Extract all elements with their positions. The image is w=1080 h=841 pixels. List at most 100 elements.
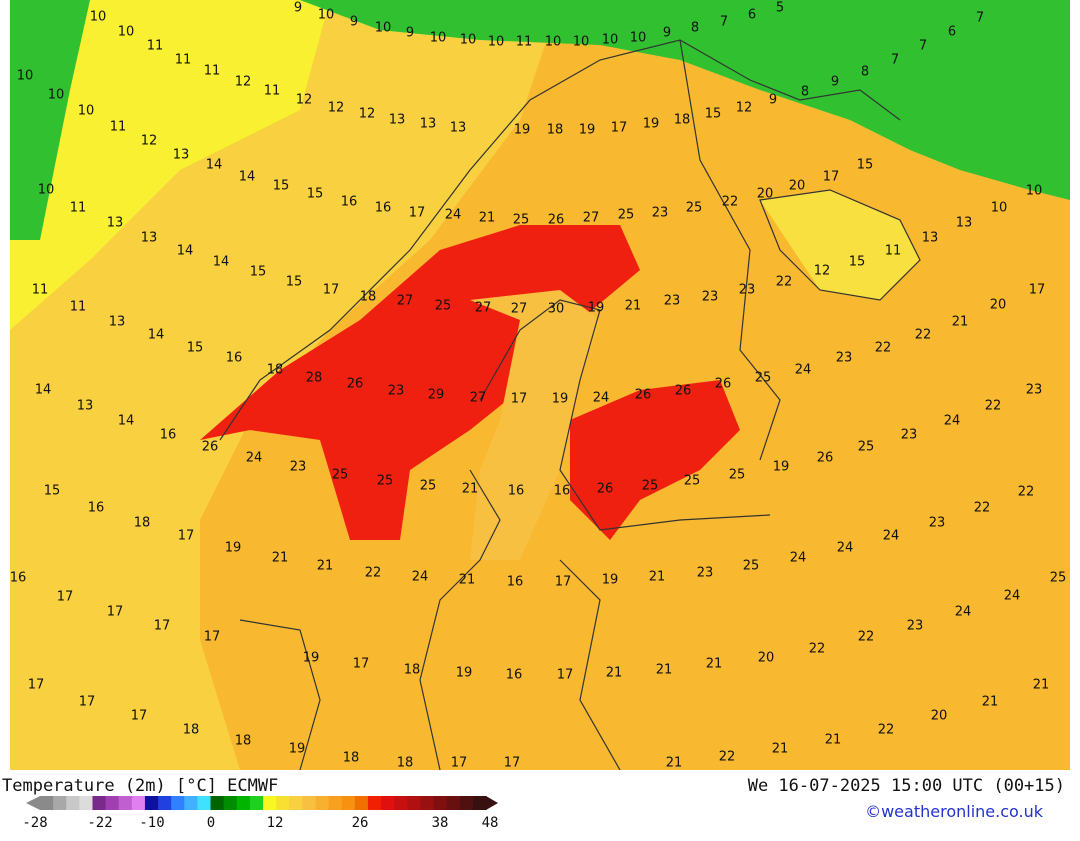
colorbar-swatch xyxy=(289,796,303,810)
colorbar-swatch xyxy=(302,796,316,810)
colorbar-tick-label: -22 xyxy=(87,815,112,831)
temperature-label: 15 xyxy=(849,255,866,270)
temperature-label: 23 xyxy=(388,384,405,399)
temperature-label: 23 xyxy=(664,294,681,309)
temperature-label: 26 xyxy=(635,388,652,403)
temperature-label: 24 xyxy=(790,551,807,566)
temperature-label: 19 xyxy=(303,651,320,666)
colorbar-swatch xyxy=(263,796,277,810)
temperature-label: 14 xyxy=(177,244,194,259)
temperature-label: 9 xyxy=(350,15,358,30)
colorbar-swatch xyxy=(433,796,448,810)
colorbar-swatch xyxy=(118,796,133,810)
temperature-label: 18 xyxy=(397,756,414,771)
temperature-label: 24 xyxy=(246,451,263,466)
temperature-label: 13 xyxy=(141,231,158,246)
temperature-label: 24 xyxy=(795,363,812,378)
temperature-label: 13 xyxy=(450,121,467,136)
temperature-label: 11 xyxy=(110,120,127,135)
temperature-label: 22 xyxy=(1018,485,1035,500)
temperature-label: 17 xyxy=(154,619,171,634)
colorbar: -28 -22 -10 0 12 26 38 48 xyxy=(22,796,498,831)
temperature-label: 17 xyxy=(555,575,572,590)
colorbar-tick-label: 12 xyxy=(267,815,284,831)
colorbar-swatch xyxy=(341,796,356,810)
map-background xyxy=(10,0,1070,770)
temperature-label: 16 xyxy=(507,575,524,590)
temperature-label: 18 xyxy=(360,290,377,305)
temperature-label: 24 xyxy=(883,529,900,544)
temperature-label: 17 xyxy=(557,668,574,683)
temperature-label: 15 xyxy=(187,341,204,356)
temperature-label: 24 xyxy=(944,414,961,429)
temperature-label: 8 xyxy=(861,65,869,80)
temperature-label: 25 xyxy=(858,440,875,455)
temperature-label: 11 xyxy=(885,244,902,259)
temperature-label: 17 xyxy=(28,678,45,693)
colorbar-swatch xyxy=(354,796,369,810)
temperature-label: 19 xyxy=(588,301,605,316)
temperature-label: 26 xyxy=(817,451,834,466)
temperature-label: 28 xyxy=(306,371,323,386)
temperature-label: 21 xyxy=(479,211,496,226)
temperature-label: 19 xyxy=(289,742,306,757)
colorbar-swatch xyxy=(92,796,107,810)
temperature-label: 22 xyxy=(809,642,826,657)
temperature-label: 25 xyxy=(420,479,437,494)
temperature-label: 19 xyxy=(552,392,569,407)
temperature-label: 15 xyxy=(44,484,61,499)
temperature-label: 16 xyxy=(341,195,358,210)
temperature-label: 17 xyxy=(823,170,840,185)
colorbar-tick-label: 38 xyxy=(432,815,449,831)
temperature-label: 23 xyxy=(739,283,756,298)
temperature-label: 22 xyxy=(719,750,736,765)
temperature-label: 13 xyxy=(173,148,190,163)
temperature-label: 25 xyxy=(435,299,452,314)
temperature-label: 17 xyxy=(323,283,340,298)
temperature-label: 13 xyxy=(77,399,94,414)
temperature-label: 8 xyxy=(691,21,699,36)
temperature-label: 22 xyxy=(722,195,739,210)
temperature-label: 23 xyxy=(702,290,719,305)
temperature-label: 10 xyxy=(17,69,34,84)
temperature-label: 14 xyxy=(239,170,256,185)
temperature-label: 18 xyxy=(183,723,200,738)
temperature-label: 6 xyxy=(948,25,956,40)
temperature-label: 22 xyxy=(985,399,1002,414)
datetime: We 16-07-2025 15:00 UTC (00+15) xyxy=(748,776,1065,796)
temperature-label: 17 xyxy=(611,121,628,136)
temperature-label: 23 xyxy=(697,566,714,581)
temperature-label: 10 xyxy=(38,183,55,198)
temperature-label: 11 xyxy=(147,39,164,54)
temperature-label: 8 xyxy=(801,85,809,100)
temperature-label: 9 xyxy=(831,75,839,90)
temperature-label: 13 xyxy=(956,216,973,231)
colorbar-swatch xyxy=(446,796,461,810)
temperature-label: 12 xyxy=(141,134,158,149)
temperature-label: 19 xyxy=(225,541,242,556)
temperature-label: 21 xyxy=(462,482,479,497)
temperature-label: 19 xyxy=(773,460,790,475)
temperature-label: 19 xyxy=(602,573,619,588)
temperature-label: 23 xyxy=(836,351,853,366)
temperature-label: 15 xyxy=(250,265,267,280)
temperature-label: 29 xyxy=(428,388,445,403)
temperature-label: 24 xyxy=(593,391,610,406)
temperature-label: 20 xyxy=(758,651,775,666)
temperature-label: 25 xyxy=(686,201,703,216)
temperature-label: 18 xyxy=(267,363,284,378)
temperature-label: 12 xyxy=(235,75,252,90)
temperature-label: 14 xyxy=(213,255,230,270)
colorbar-swatch xyxy=(171,796,185,810)
temperature-label: 24 xyxy=(412,570,429,585)
temperature-label: 20 xyxy=(789,179,806,194)
colorbar-swatch xyxy=(79,796,93,810)
temperature-label: 13 xyxy=(389,113,406,128)
temperature-label: 22 xyxy=(878,723,895,738)
temperature-label: 24 xyxy=(837,541,854,556)
temperature-label: 23 xyxy=(929,516,946,531)
colorbar-swatch xyxy=(367,796,382,810)
colorbar-arrow-right xyxy=(486,796,498,810)
temperature-label: 13 xyxy=(420,117,437,132)
colorbar-tick-label: 0 xyxy=(207,815,215,831)
